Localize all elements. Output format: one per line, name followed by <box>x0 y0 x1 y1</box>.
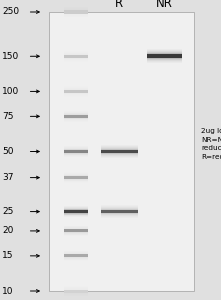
Bar <box>64 51 88 62</box>
Bar <box>64 9 88 15</box>
Bar <box>147 50 182 63</box>
Bar <box>64 206 88 217</box>
Bar <box>64 113 88 119</box>
Bar <box>64 52 88 61</box>
Bar <box>147 54 182 58</box>
Bar <box>64 111 88 122</box>
Bar <box>64 148 88 154</box>
Bar <box>147 52 182 60</box>
Text: 15: 15 <box>2 251 14 260</box>
Bar <box>64 53 88 59</box>
Bar <box>101 150 138 153</box>
Bar <box>64 54 88 58</box>
Bar <box>64 52 88 60</box>
Bar <box>64 230 88 232</box>
Text: 50: 50 <box>2 147 14 156</box>
Bar <box>101 145 138 158</box>
Bar <box>101 206 138 217</box>
Bar <box>64 174 88 181</box>
Bar <box>64 209 88 214</box>
Bar <box>101 210 138 213</box>
Bar <box>49 12 194 291</box>
Bar <box>101 147 138 156</box>
Bar <box>64 250 88 261</box>
Bar <box>64 148 88 155</box>
Bar <box>64 86 88 97</box>
Bar <box>64 228 88 234</box>
Bar <box>64 226 88 236</box>
Bar <box>64 112 88 120</box>
Bar <box>64 172 88 183</box>
Bar <box>147 50 182 62</box>
Bar <box>64 254 88 257</box>
Bar <box>147 53 182 59</box>
Bar <box>64 11 88 14</box>
Bar <box>147 51 182 61</box>
Bar <box>64 173 88 182</box>
Text: 37: 37 <box>2 173 14 182</box>
Bar <box>64 254 88 258</box>
Bar <box>64 226 88 236</box>
Bar <box>64 7 88 17</box>
Bar <box>64 252 88 260</box>
Bar <box>64 114 88 118</box>
Bar <box>64 175 88 181</box>
Bar <box>64 290 88 292</box>
Text: 100: 100 <box>2 87 19 96</box>
Bar <box>64 208 88 214</box>
Bar <box>64 149 88 154</box>
Bar <box>64 251 88 260</box>
Bar <box>64 210 88 213</box>
Text: 150: 150 <box>2 52 19 61</box>
Bar <box>64 229 88 233</box>
Bar <box>101 148 138 155</box>
Bar <box>64 288 88 294</box>
Bar <box>101 149 138 154</box>
Bar <box>64 90 88 93</box>
Bar <box>64 115 88 118</box>
Bar <box>64 253 88 259</box>
Bar <box>64 286 88 296</box>
Bar <box>64 286 88 296</box>
Text: 20: 20 <box>2 226 13 236</box>
Text: R: R <box>115 0 123 10</box>
Bar <box>64 289 88 293</box>
Bar <box>101 209 138 214</box>
Bar <box>64 89 88 94</box>
Text: 250: 250 <box>2 8 19 16</box>
Bar <box>64 287 88 295</box>
Bar <box>64 112 88 121</box>
Text: 25: 25 <box>2 207 13 216</box>
Bar <box>64 147 88 156</box>
Bar <box>101 208 138 215</box>
Text: 10: 10 <box>2 286 14 296</box>
Bar <box>64 175 88 180</box>
Bar <box>64 88 88 94</box>
Text: 75: 75 <box>2 112 14 121</box>
Bar <box>64 88 88 95</box>
Bar <box>64 176 88 179</box>
Bar <box>64 8 88 16</box>
Bar <box>64 10 88 14</box>
Bar <box>64 207 88 216</box>
Bar <box>64 208 88 215</box>
Text: 2ug loading
NR=Non-
reduced
R=reduced: 2ug loading NR=Non- reduced R=reduced <box>201 128 221 160</box>
Bar <box>101 146 138 157</box>
Bar <box>64 8 88 16</box>
Bar <box>101 205 138 218</box>
Bar <box>64 87 88 96</box>
Bar <box>101 207 138 216</box>
Text: NR: NR <box>156 0 173 10</box>
Bar <box>64 146 88 157</box>
Bar <box>64 227 88 235</box>
Bar <box>64 55 88 58</box>
Bar <box>64 150 88 153</box>
